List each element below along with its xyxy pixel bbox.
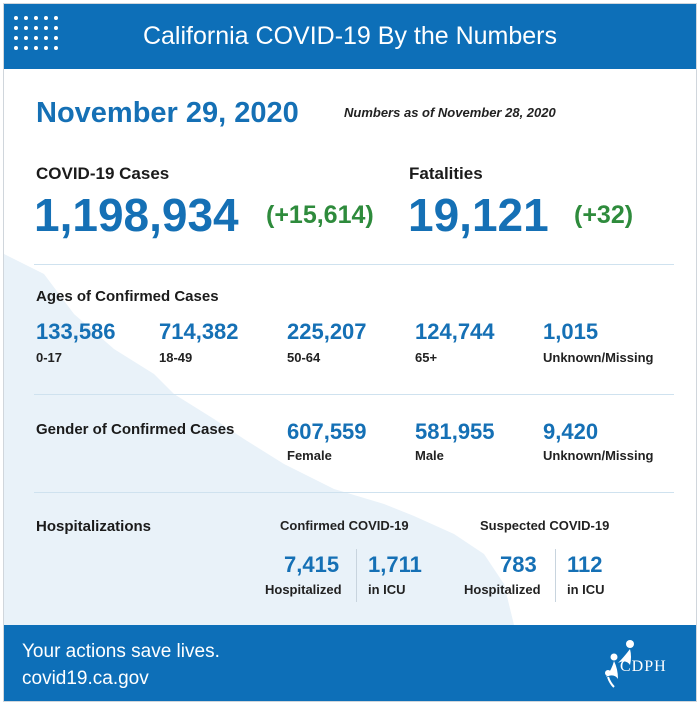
california-outline-shape — [4, 254, 514, 625]
confirmed-icu-value: 1,711 — [368, 552, 422, 577]
confirmed-covid-title: Confirmed COVID-19 — [280, 518, 409, 533]
gender-title: Gender of Confirmed Cases — [36, 421, 235, 438]
suspected-icu-value: 112 — [567, 552, 603, 577]
confirmed-icu-label: in ICU — [368, 582, 406, 597]
footer-website-link[interactable]: covid19.ca.gov — [22, 668, 149, 689]
confirmed-hospitalized-value: 7,415 — [284, 552, 340, 577]
suspected-icu-label: in ICU — [567, 582, 605, 597]
footer-banner: Your actions save lives. covid19.ca.gov … — [4, 625, 696, 701]
fatalities-value: 19,121 — [408, 189, 549, 241]
cases-change: (+15,614) — [266, 201, 374, 229]
section-divider — [34, 492, 674, 493]
header-banner: California COVID-19 By the Numbers — [4, 4, 696, 69]
header-title: California COVID-19 By the Numbers — [142, 22, 558, 50]
fatalities-change: (+32) — [574, 201, 634, 229]
dot-grid-icon — [14, 16, 64, 58]
cases-label: COVID-19 Cases — [36, 164, 170, 183]
report-date: November 29, 2020 — [36, 97, 299, 129]
ages-title: Ages of Confirmed Cases — [36, 288, 219, 305]
suspected-covid-title: Suspected COVID-19 — [480, 518, 610, 533]
age-label-65-plus: 65+ — [415, 350, 438, 365]
gender-label-female: Female — [287, 448, 332, 463]
age-label-50-64: 50-64 — [287, 350, 321, 365]
age-value-18-49: 714,382 — [159, 319, 239, 344]
age-value-50-64: 225,207 — [287, 319, 367, 344]
suspected-divider — [555, 549, 556, 602]
cdph-logo-icon — [605, 640, 634, 688]
hospitalizations-title: Hospitalizations — [36, 518, 152, 535]
section-divider — [34, 394, 674, 395]
cases-value: 1,198,934 — [34, 189, 239, 241]
suspected-hospitalized-value: 783 — [500, 552, 537, 577]
gender-value-unknown: 9,420 — [543, 419, 599, 444]
age-value-65-plus: 124,744 — [415, 319, 495, 344]
infographic: California COVID-19 By the Numbers Novem… — [3, 3, 697, 702]
gender-label-unknown: Unknown/Missing — [543, 448, 654, 463]
age-label-0-17: 0-17 — [36, 350, 63, 365]
age-value-unknown: 1,015 — [543, 319, 599, 344]
confirmed-hospitalized-label: Hospitalized — [265, 582, 342, 597]
gender-value-female: 607,559 — [287, 419, 367, 444]
suspected-hospitalized-label: Hospitalized — [464, 582, 541, 597]
section-divider — [34, 264, 674, 265]
as-of-note: Numbers as of November 28, 2020 — [344, 105, 556, 120]
cdph-logo-text: CDPH — [620, 658, 667, 675]
confirmed-divider — [356, 549, 357, 602]
fatalities-label: Fatalities — [409, 164, 483, 183]
age-label-unknown: Unknown/Missing — [543, 350, 654, 365]
gender-label-male: Male — [415, 448, 444, 463]
gender-value-male: 581,955 — [415, 419, 495, 444]
footer-tagline: Your actions save lives. — [22, 641, 220, 662]
age-value-0-17: 133,586 — [36, 319, 116, 344]
age-label-18-49: 18-49 — [159, 350, 193, 365]
